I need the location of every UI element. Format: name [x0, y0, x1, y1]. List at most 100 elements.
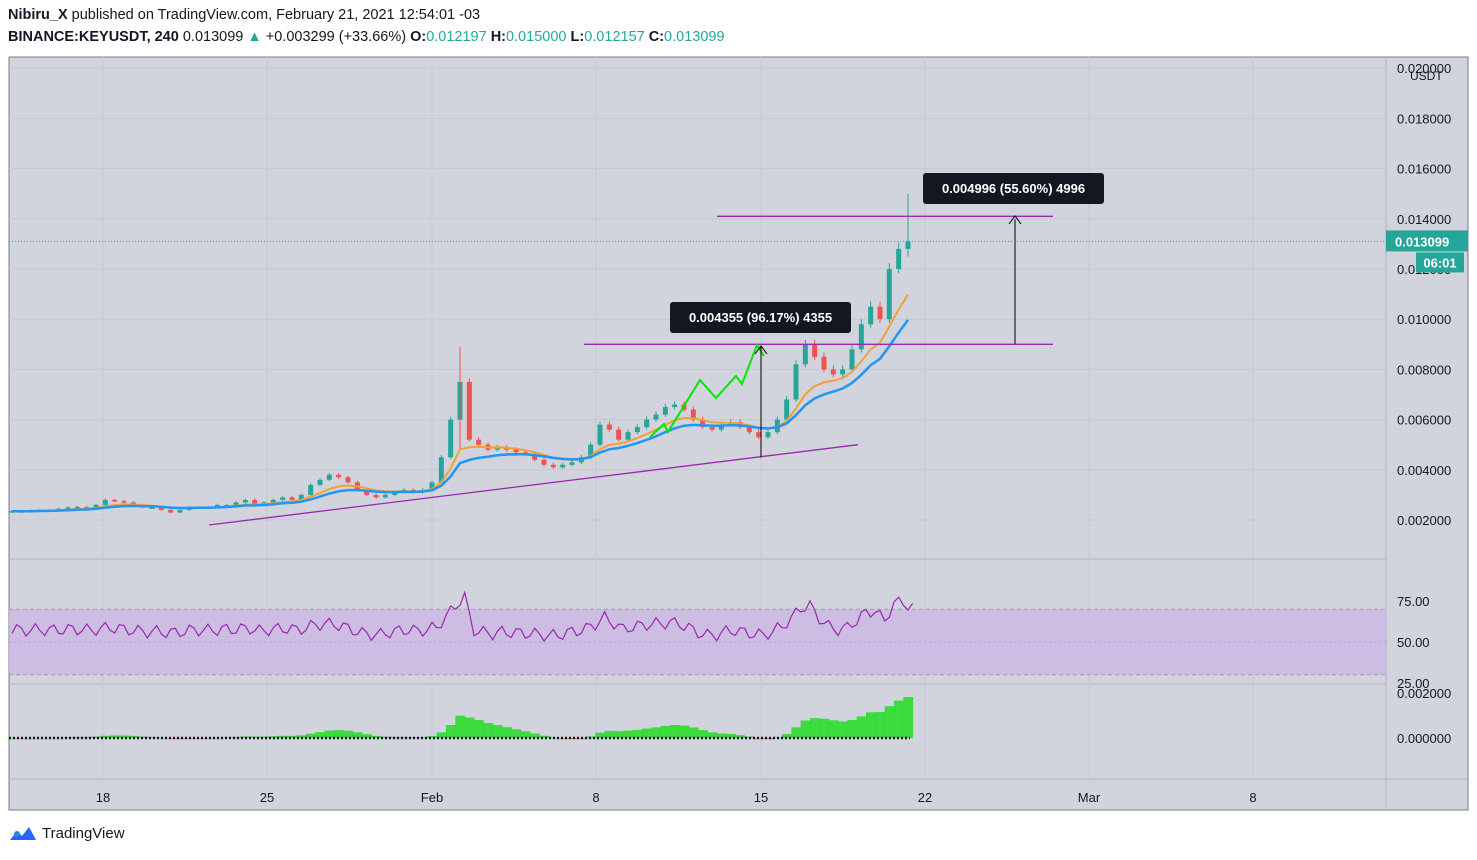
macd-histogram-bar: [595, 732, 606, 738]
candle-body: [158, 507, 164, 510]
macd-histogram-bar: [632, 729, 643, 738]
candle-body: [438, 457, 444, 483]
macd-histogram-bar: [847, 720, 858, 738]
measure-label-box: [923, 173, 1104, 204]
price-axis-tick-label: 0.018000: [1397, 111, 1451, 126]
macd-histogram-bar: [651, 727, 662, 738]
candle-body: [102, 499, 108, 505]
candle-body: [513, 449, 519, 453]
rsi-axis-tick-label: 50.00: [1397, 635, 1430, 650]
macd-histogram-bar: [436, 732, 447, 738]
macd-histogram-bar: [782, 734, 792, 738]
countdown-badge: [1416, 252, 1464, 273]
macd-histogram-bar: [446, 725, 456, 738]
candle-body: [672, 404, 678, 408]
candle-body: [476, 439, 482, 445]
publisher-name[interactable]: Nibiru_X: [8, 7, 68, 23]
macd-histogram-bar: [735, 735, 746, 738]
tradingview-logo-icon[interactable]: [8, 824, 38, 842]
time-axis-tick-label: Mar: [1078, 790, 1101, 805]
macd-axis-tick-label: 0.002000: [1397, 686, 1451, 701]
price-axis-tick-label: 0.008000: [1397, 362, 1451, 377]
macd-histogram-bar: [819, 718, 830, 738]
candle-body: [644, 419, 650, 428]
macd-histogram-bar: [455, 715, 466, 738]
countdown-badge-text: 06:01: [1423, 255, 1456, 270]
ema-slow-line: [11, 319, 910, 513]
candle-body: [597, 424, 603, 445]
candle-body: [718, 424, 724, 430]
candle-body: [560, 464, 566, 468]
macd-histogram-bar: [203, 738, 214, 739]
macd-histogram-bar: [688, 727, 699, 738]
candle-body: [224, 504, 230, 507]
candle-body: [709, 427, 715, 430]
symbol-label[interactable]: BINANCE:KEYUSDT, 240: [8, 29, 179, 45]
macd-histogram-bar: [604, 730, 615, 738]
rsi-line: [11, 590, 914, 643]
macd-histogram-bar: [7, 738, 18, 739]
macd-histogram-bar: [464, 717, 475, 738]
candle-body: [830, 369, 836, 375]
candle-body: [588, 444, 594, 458]
candle-body: [756, 432, 762, 438]
candle-body: [373, 494, 379, 498]
macd-histogram-bar: [371, 735, 382, 738]
macd-histogram-bar: [352, 732, 363, 738]
open-label: O:: [410, 29, 427, 45]
published-text: published on TradingView.com, February 2…: [71, 7, 481, 23]
candle-body: [653, 414, 659, 420]
candle-body: [336, 474, 342, 478]
macd-histogram-bar: [642, 728, 652, 738]
macd-histogram-bar: [343, 730, 354, 738]
candle-body: [177, 509, 183, 513]
candle-body: [280, 497, 286, 500]
candle-body: [541, 459, 547, 465]
close-value: 0.013099: [664, 29, 725, 45]
chart-header: Nibiru_X published on TradingView.com, F…: [8, 4, 1468, 48]
up-triangle-icon: ▲: [247, 29, 262, 45]
macd-histogram-bar: [791, 727, 802, 738]
macd-histogram-bar: [679, 725, 690, 738]
macd-histogram-bar: [175, 738, 186, 739]
macd-histogram-bar: [903, 697, 914, 738]
macd-axis-tick-label: 0.000000: [1397, 731, 1451, 746]
candle-body: [606, 424, 612, 430]
candle-body: [700, 419, 706, 428]
tradingview-brand[interactable]: TradingView: [42, 824, 125, 842]
price-axis-tick-label: 0.014000: [1397, 212, 1451, 227]
measure-arrowhead-upper: [1008, 215, 1022, 225]
candle-body: [93, 504, 99, 508]
macd-histogram-bar: [838, 721, 848, 738]
rsi-band: [9, 609, 1386, 675]
macd-histogram-bar: [296, 735, 307, 738]
measure-arrowhead-lower: [754, 345, 768, 355]
candle-body: [840, 369, 846, 375]
macd-histogram-bar: [63, 737, 74, 738]
candle-body: [382, 494, 388, 498]
time-axis-tick-label: 18: [96, 790, 110, 805]
macd-histogram-bar: [800, 720, 811, 738]
candle-body: [121, 501, 127, 503]
candle-body: [886, 269, 892, 320]
macd-histogram-bar: [866, 712, 876, 738]
footer: TradingView: [8, 824, 125, 842]
candle-body: [364, 489, 370, 495]
rsi-axis-tick-label: 25.00: [1397, 676, 1430, 691]
price-axis-tick-label: 0.002000: [1397, 513, 1451, 528]
candle-body: [270, 499, 276, 503]
high-value: 0.015000: [506, 29, 567, 45]
close-label: C:: [648, 29, 665, 45]
macd-histogram-bar: [259, 736, 270, 738]
macd-histogram-bar: [427, 736, 438, 738]
candle-body: [858, 324, 864, 350]
candle-body: [429, 482, 435, 490]
candle-body: [896, 248, 902, 269]
macd-histogram-bar: [511, 729, 522, 738]
macd-histogram-bar: [91, 736, 102, 738]
symbol-line: BINANCE:KEYUSDT, 240 0.013099 ▲ +0.00329…: [8, 26, 1468, 48]
macd-histogram-bar: [147, 737, 158, 738]
candle-body: [877, 306, 883, 320]
measure-label-box: [670, 302, 851, 333]
